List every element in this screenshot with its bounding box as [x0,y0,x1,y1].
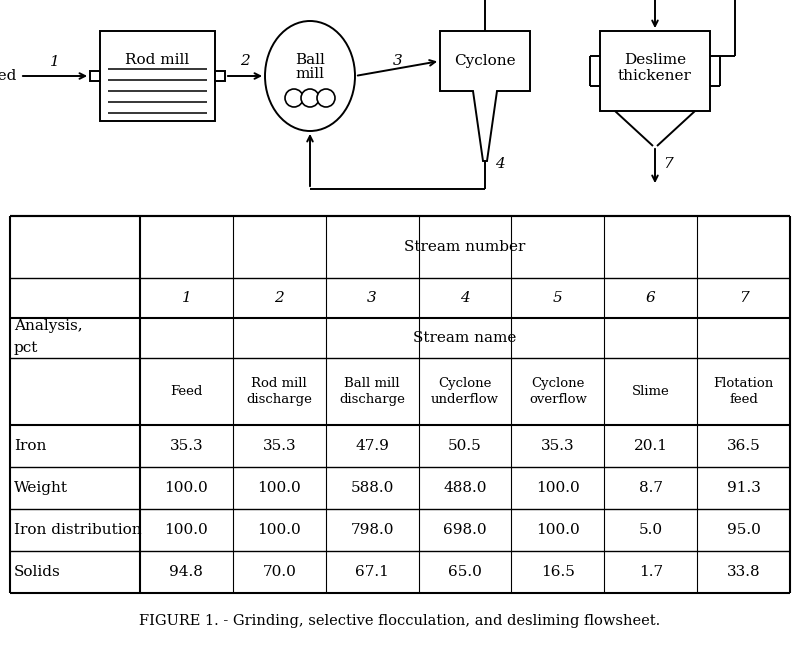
Text: 33.8: 33.8 [726,565,760,579]
Text: Slime: Slime [632,385,670,398]
Text: 20.1: 20.1 [634,439,668,453]
Circle shape [301,89,319,107]
Text: 35.3: 35.3 [541,439,574,453]
Text: 5.0: 5.0 [638,523,662,537]
Text: Cyclone
overflow: Cyclone overflow [529,377,586,406]
Text: 94.8: 94.8 [170,565,203,579]
Text: 70.0: 70.0 [262,565,296,579]
Circle shape [317,89,335,107]
Text: Deslime: Deslime [624,53,686,67]
Text: Feed: Feed [0,69,17,83]
Text: 35.3: 35.3 [262,439,296,453]
Text: 798.0: 798.0 [350,523,394,537]
Text: FIGURE 1. - Grinding, selective flocculation, and desliming flowsheet.: FIGURE 1. - Grinding, selective floccula… [139,614,661,628]
Text: Feed: Feed [170,385,202,398]
Text: 16.5: 16.5 [541,565,574,579]
Text: 4: 4 [495,157,505,171]
Text: 4: 4 [460,291,470,305]
Text: thickener: thickener [618,69,692,83]
Bar [215,71,225,81]
Bar [100,31,215,121]
Text: 100.0: 100.0 [258,523,301,537]
Text: 7: 7 [663,157,673,171]
Text: Cyclone: Cyclone [454,54,516,68]
Text: 50.5: 50.5 [448,439,482,453]
Text: Iron: Iron [14,439,46,453]
Text: Solids: Solids [14,565,61,579]
Text: 91.3: 91.3 [726,481,761,495]
Text: 36.5: 36.5 [726,439,761,453]
Text: 100.0: 100.0 [536,523,580,537]
Text: 95.0: 95.0 [726,523,761,537]
Circle shape [285,89,303,107]
Text: Weight: Weight [14,481,68,495]
Text: pct: pct [14,341,38,355]
Text: Stream number: Stream number [404,240,526,254]
Text: 488.0: 488.0 [443,481,486,495]
Text: 8.7: 8.7 [638,481,662,495]
Text: Flotation
feed: Flotation feed [714,377,774,406]
Text: 698.0: 698.0 [443,523,487,537]
Text: 1: 1 [182,291,191,305]
Text: Rod mill
discharge: Rod mill discharge [246,377,312,406]
Bar [600,31,710,111]
Text: Rod mill: Rod mill [126,53,190,67]
Text: 7: 7 [738,291,749,305]
Text: 47.9: 47.9 [355,439,389,453]
Text: 1.7: 1.7 [638,565,662,579]
Text: 6: 6 [646,291,655,305]
Bar [90,71,100,81]
Text: 5: 5 [553,291,562,305]
Text: 2: 2 [240,54,250,68]
Ellipse shape [265,21,355,131]
Text: 100.0: 100.0 [536,481,580,495]
Text: 100.0: 100.0 [165,481,208,495]
Text: 65.0: 65.0 [448,565,482,579]
Text: Cyclone
underflow: Cyclone underflow [431,377,499,406]
Text: Analysis,: Analysis, [14,319,82,333]
Text: Ball mill
discharge: Ball mill discharge [339,377,405,406]
Text: 35.3: 35.3 [170,439,203,453]
Text: mill: mill [295,67,325,81]
Text: 100.0: 100.0 [258,481,301,495]
Text: Stream name: Stream name [414,331,517,345]
Text: 1: 1 [50,55,60,69]
Text: 2: 2 [274,291,284,305]
Polygon shape [440,31,530,161]
Text: Iron distribution: Iron distribution [14,523,142,537]
Text: 100.0: 100.0 [165,523,208,537]
Text: 3: 3 [393,54,402,68]
Text: 3: 3 [367,291,377,305]
Text: 588.0: 588.0 [350,481,394,495]
Text: 67.1: 67.1 [355,565,389,579]
Text: Ball: Ball [295,53,325,67]
